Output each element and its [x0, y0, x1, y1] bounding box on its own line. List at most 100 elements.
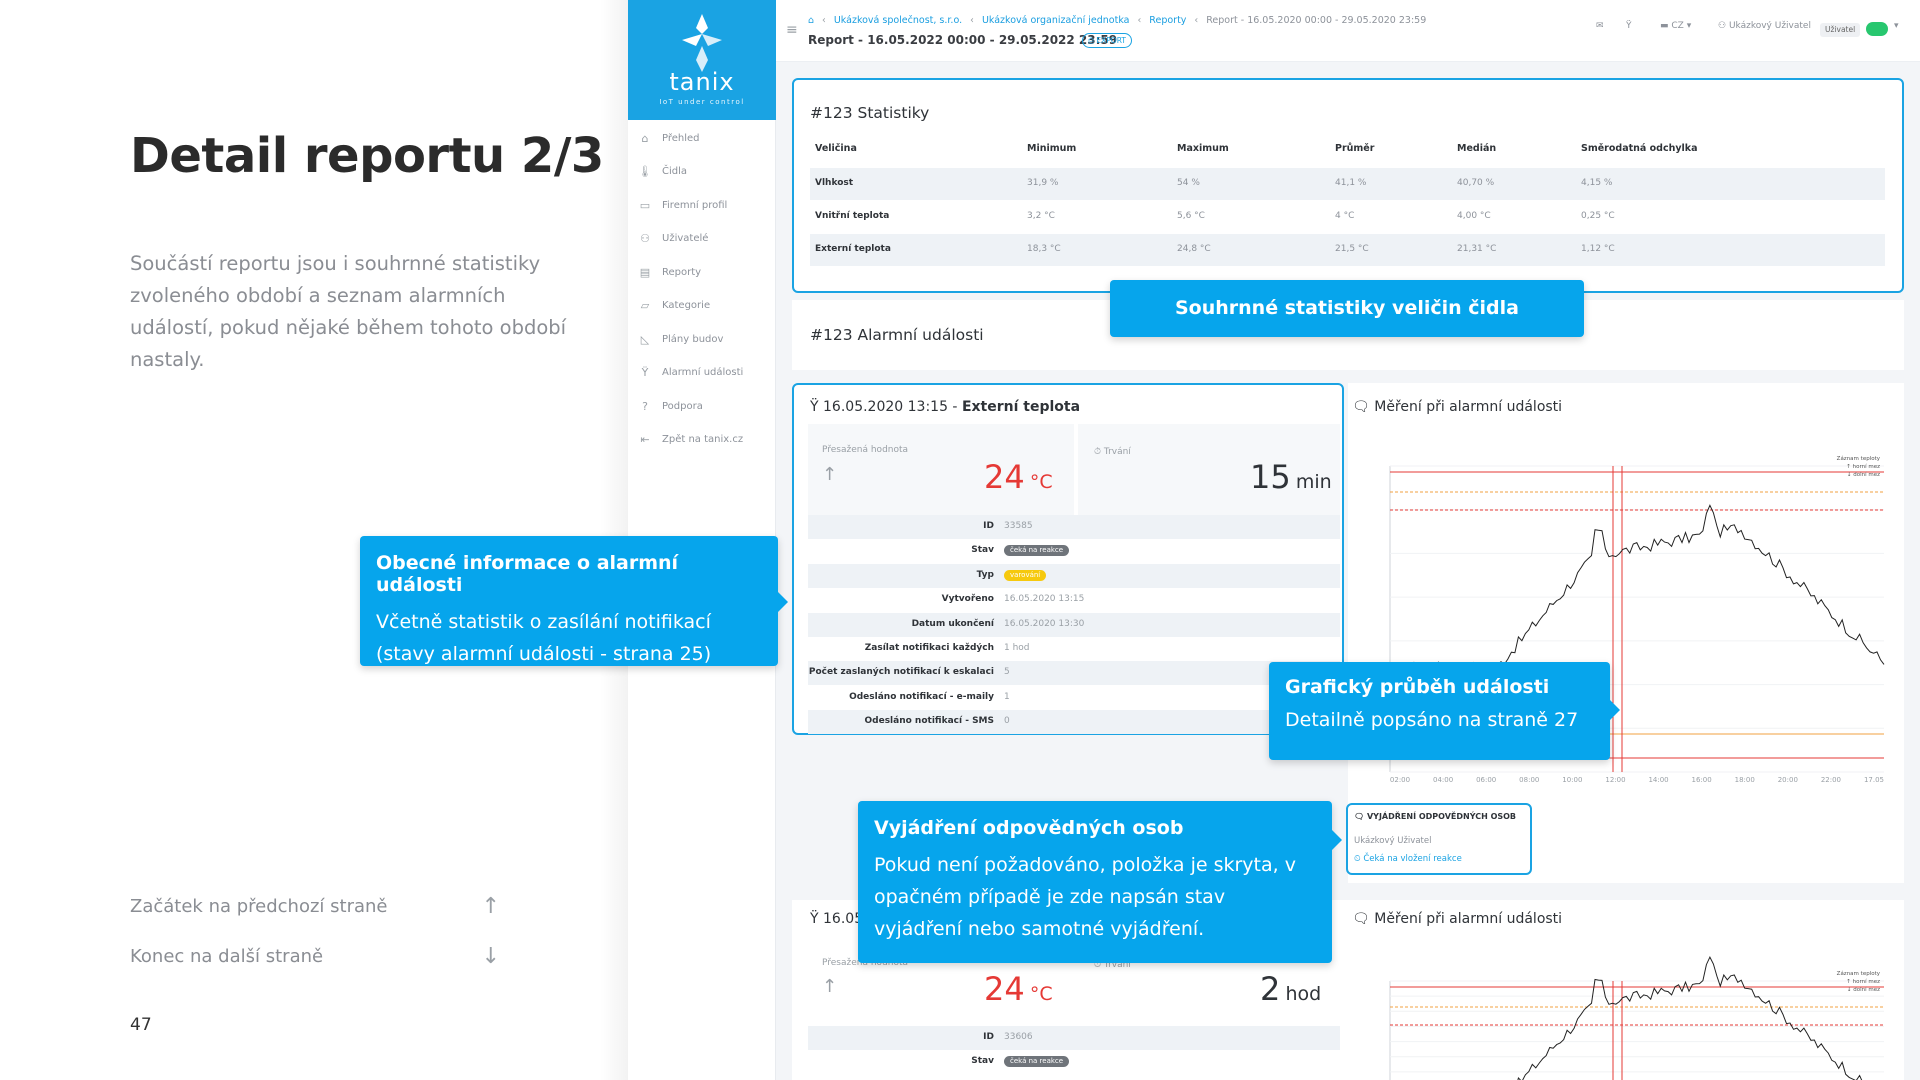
nav-prev-label: Začátek na předchozí straně: [130, 896, 388, 917]
responsible-title: 🗨 VYJÁDŘENÍ ODPOVĚDNÝCH OSOB: [1354, 812, 1517, 821]
sidebar-item[interactable]: ⚇ Uživatelé: [638, 228, 768, 250]
sidebar-item-label: Firemní profil: [662, 199, 728, 211]
detail-value: 5: [1004, 667, 1010, 678]
nav-prev-link[interactable]: Začátek na předchozí straně ↑: [130, 894, 500, 919]
callout-statistics: Souhrnné statistiky veličin čidla: [1110, 280, 1584, 337]
detail-key: Stav: [971, 1056, 994, 1067]
table-row: [810, 168, 1885, 200]
report-title: Report - 16.05.2022 00:00 - 29.05.2022 2…: [808, 33, 1118, 47]
callout-pointer: [1332, 830, 1342, 850]
antenna-icon: Ϋ: [810, 399, 819, 415]
table-header: Směrodatná odchylka: [1581, 143, 1698, 154]
export-button[interactable]: ⎙ EXPORT: [1082, 33, 1132, 48]
x-tick-label: 17.05: [1864, 776, 1884, 784]
table-cell: 18,3 °C: [1027, 244, 1061, 254]
sidebar-item[interactable]: ⇤ Zpět na tanix.cz: [638, 429, 768, 451]
menu-icon[interactable]: ≡: [786, 22, 798, 38]
chat-icon: 🗨: [1352, 399, 1370, 415]
breadcrumb-item[interactable]: Ukázková organizační jednotka: [981, 15, 1130, 26]
x-tick-label: 18:00: [1735, 776, 1755, 784]
arrow-up-icon: ↑: [481, 894, 500, 919]
sidebar-item[interactable]: ▭ Firemní profil: [638, 194, 768, 216]
language-select[interactable]: ▬ CZ ▾: [1660, 21, 1692, 31]
sidebar-item-label: Podpora: [662, 400, 703, 412]
sidebar-item-label: Alarmní události: [662, 367, 744, 378]
x-tick-label: 06:00: [1476, 776, 1496, 784]
callout-pointer: [1610, 700, 1620, 720]
detail-row: Stav čeká na reakce: [808, 539, 1340, 563]
home-icon[interactable]: ⌂: [808, 15, 815, 26]
breadcrumb-current: Report - 16.05.2020 00:00 - 29.05.2020 2…: [1206, 15, 1427, 26]
sidebar-item[interactable]: ⌂ Přehled: [638, 127, 768, 149]
detail-row: Vytvořeno 16.05.2020 13:15: [808, 588, 1340, 612]
users-icon: ⚇: [640, 232, 650, 245]
chart-title: 🗨 Měření při alarmní události: [1352, 911, 1563, 927]
legend-entry: Záznam teploty: [1837, 970, 1881, 977]
x-tick-label: 12:00: [1605, 776, 1625, 784]
detail-row: Typ varování: [808, 563, 1340, 588]
table-cell: 4,00 °C: [1457, 211, 1491, 221]
thermometer-icon: 🌡: [638, 165, 652, 178]
sidebar-item[interactable]: Ϋ Alarmní události: [638, 362, 768, 384]
events-title: #123 Alarmní události: [810, 326, 984, 344]
responsible-person: Ukázkový Uživatel: [1354, 836, 1432, 846]
nav-next-link[interactable]: Konec na další straně ↓: [130, 944, 500, 969]
legend-entry: ↑ horní mez: [1846, 978, 1880, 985]
temperature-series: [1399, 504, 1885, 675]
event-header: Ϋ 16.05.2020 13:15 - Externí teplota: [810, 399, 1080, 415]
table-cell: Vlhkost: [815, 178, 854, 188]
notification-icon[interactable]: ✉: [1596, 21, 1604, 31]
table-row: [810, 234, 1885, 266]
legend-entry: ↓ dolní mez: [1847, 471, 1880, 478]
sidebar-item[interactable]: ◺ Plány budov: [638, 328, 768, 350]
user-menu[interactable]: ⚇ Ukázkový Uživatel: [1718, 21, 1811, 31]
topbar: [776, 0, 1920, 62]
chevron-down-icon[interactable]: ▾: [1894, 21, 1899, 31]
responsible-status[interactable]: ⏲ Čeká na vložení reakce: [1354, 854, 1462, 864]
legend-entry: Záznam teploty: [1837, 455, 1881, 462]
exceeded-label: Přesažená hodnota: [822, 445, 909, 455]
breadcrumb-item[interactable]: Reporty: [1149, 15, 1187, 26]
sidebar-item[interactable]: 🌡 Čidla: [638, 161, 768, 183]
breadcrumb-item[interactable]: Ukázková společnost, s.r.o.: [833, 15, 963, 26]
table-cell: Externí teplota: [815, 244, 891, 254]
sidebar-item[interactable]: ▤ Reporty: [638, 261, 768, 283]
page-title: Detail reportu 2/3: [130, 128, 604, 184]
table-cell: 41,1 %: [1335, 178, 1367, 188]
detail-key: ID: [983, 1032, 994, 1042]
sidebar-item[interactable]: ▱ Kategorie: [638, 295, 768, 317]
x-tick-label: 22:00: [1821, 776, 1841, 784]
temperature-series: [1517, 955, 1863, 1080]
legend-entry: ↑ horní mez: [1846, 463, 1880, 470]
status-badge: čeká na reakce: [1004, 545, 1070, 557]
detail-row: Datum ukončení 16.05.2020 13:30: [808, 612, 1340, 637]
antenna-icon[interactable]: Ϋ: [1626, 21, 1632, 31]
table-header: Veličina: [815, 143, 857, 154]
logo-name: tanix: [669, 68, 735, 96]
callout-responsible: Vyjádření odpovědných osob Pokud není po…: [858, 801, 1332, 963]
event2-header: Ϋ 16.05: [810, 911, 864, 927]
exceeded-value: 24 °C: [984, 458, 1053, 496]
breadcrumb: ⌂ ‹ Ukázková společnost, s.r.o. ‹ Ukázko…: [808, 15, 1427, 26]
callout-title: Grafický průběh události: [1285, 676, 1550, 698]
detail-key: Typ: [976, 569, 994, 580]
sidebar-item[interactable]: ? Podpora: [638, 395, 768, 417]
chart-title: 🗨 Měření při alarmní události: [1352, 399, 1563, 415]
duration-value: 15 min: [1250, 458, 1332, 496]
arrow-up-icon: ↑: [822, 464, 838, 485]
status-toggle[interactable]: [1866, 22, 1888, 36]
logo[interactable]: tanix IoT under control: [628, 0, 776, 120]
callout-body: Včetně statistik o zasílání notifikací (…: [376, 611, 712, 665]
detail-value: 16.05.2020 13:30: [1004, 618, 1085, 629]
callout-general-info: Obecné informace o alarmní události Včet…: [360, 536, 778, 666]
table-cell: 21,31 °C: [1457, 244, 1497, 254]
x-tick-label: 02:00: [1390, 776, 1410, 784]
duration-label: ⏱ Trvání: [1094, 960, 1131, 970]
back-icon: ⇤: [640, 433, 650, 446]
x-tick-label: 08:00: [1519, 776, 1539, 784]
table-cell: 4,15 %: [1581, 178, 1613, 188]
table-cell: Vnitřní teplota: [815, 211, 890, 221]
detail-key: Vytvořeno: [941, 594, 994, 605]
table-cell: 5,6 °C: [1177, 211, 1205, 221]
status-badge: varování: [1004, 569, 1047, 581]
